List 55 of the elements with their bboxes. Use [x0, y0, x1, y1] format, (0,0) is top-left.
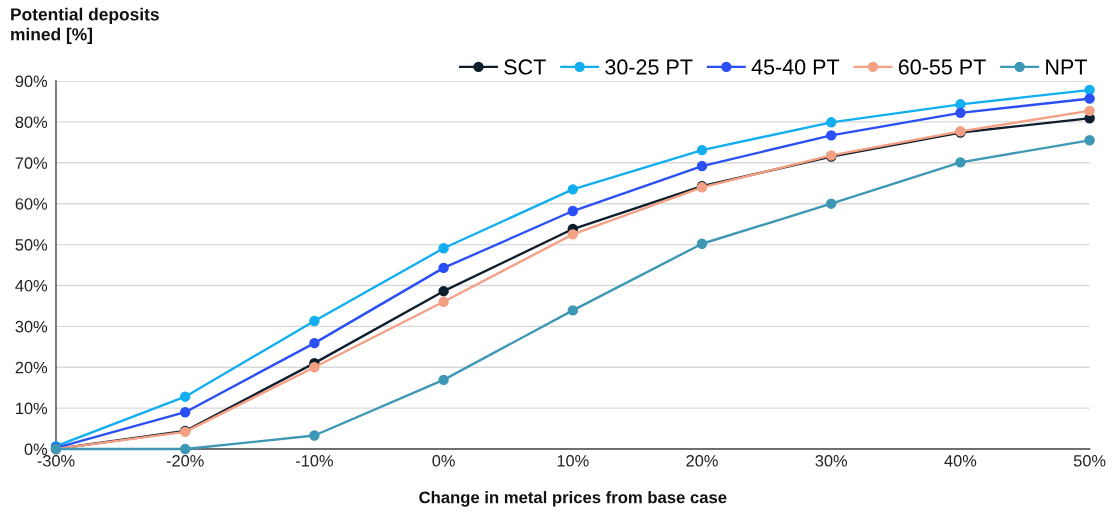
y-axis-title: Potential deposits mined [%] [11, 7, 159, 44]
legend-label: NPT [1046, 59, 1087, 75]
x-tick-label: -20% [166, 455, 204, 467]
point [567, 205, 579, 217]
y-tick-label: 20% [15, 361, 48, 374]
legend-label: 60-55 PT [898, 59, 986, 75]
point [826, 198, 837, 209]
point [696, 160, 708, 172]
point [179, 391, 191, 402]
point [696, 144, 708, 156]
y-tick-label: 0% [24, 443, 48, 456]
point [438, 374, 449, 386]
y-tick-label: 50% [15, 239, 48, 251]
legend-label: 45-40 PT [751, 59, 840, 75]
point [955, 99, 966, 110]
point [1084, 135, 1095, 146]
point [955, 107, 966, 119]
legend-label: SCT [504, 59, 546, 75]
point [955, 157, 966, 168]
y-tick-label: 10% [16, 402, 48, 415]
point [438, 285, 449, 297]
x-tick-label: 0% [432, 455, 455, 467]
x-tick-label: 20% [686, 455, 718, 467]
point [826, 130, 837, 141]
y-tick-label: 60% [15, 198, 48, 210]
y-tick-label: 40% [15, 279, 48, 292]
point [438, 296, 449, 308]
x-tick-label: 30% [815, 455, 848, 467]
point [309, 362, 320, 373]
point [826, 117, 837, 128]
x-tick-label: 50% [1073, 455, 1106, 467]
point [696, 238, 708, 249]
y-tick-label: 90% [15, 75, 48, 88]
y-tick-label: 30% [15, 320, 48, 333]
point [438, 262, 449, 274]
y-tick-label: 80% [15, 116, 48, 128]
x-axis-title: Change in metal prices from base case [419, 491, 727, 507]
point [1084, 93, 1095, 104]
point [567, 184, 579, 195]
point [309, 315, 320, 327]
y-tick-label: 70% [15, 157, 48, 169]
point [309, 337, 320, 349]
x-tick-label: -10% [295, 455, 333, 467]
point [179, 443, 191, 455]
point [179, 407, 191, 418]
point [438, 243, 449, 254]
x-tick-label: 40% [944, 455, 977, 467]
point [1084, 84, 1095, 96]
point [567, 305, 579, 316]
x-tick-label: 10% [557, 455, 589, 467]
x-tick-label: -30% [37, 455, 75, 467]
point [1084, 105, 1095, 117]
point [309, 430, 320, 441]
legend-label: 30-25 PT [605, 59, 693, 75]
point [567, 229, 579, 240]
